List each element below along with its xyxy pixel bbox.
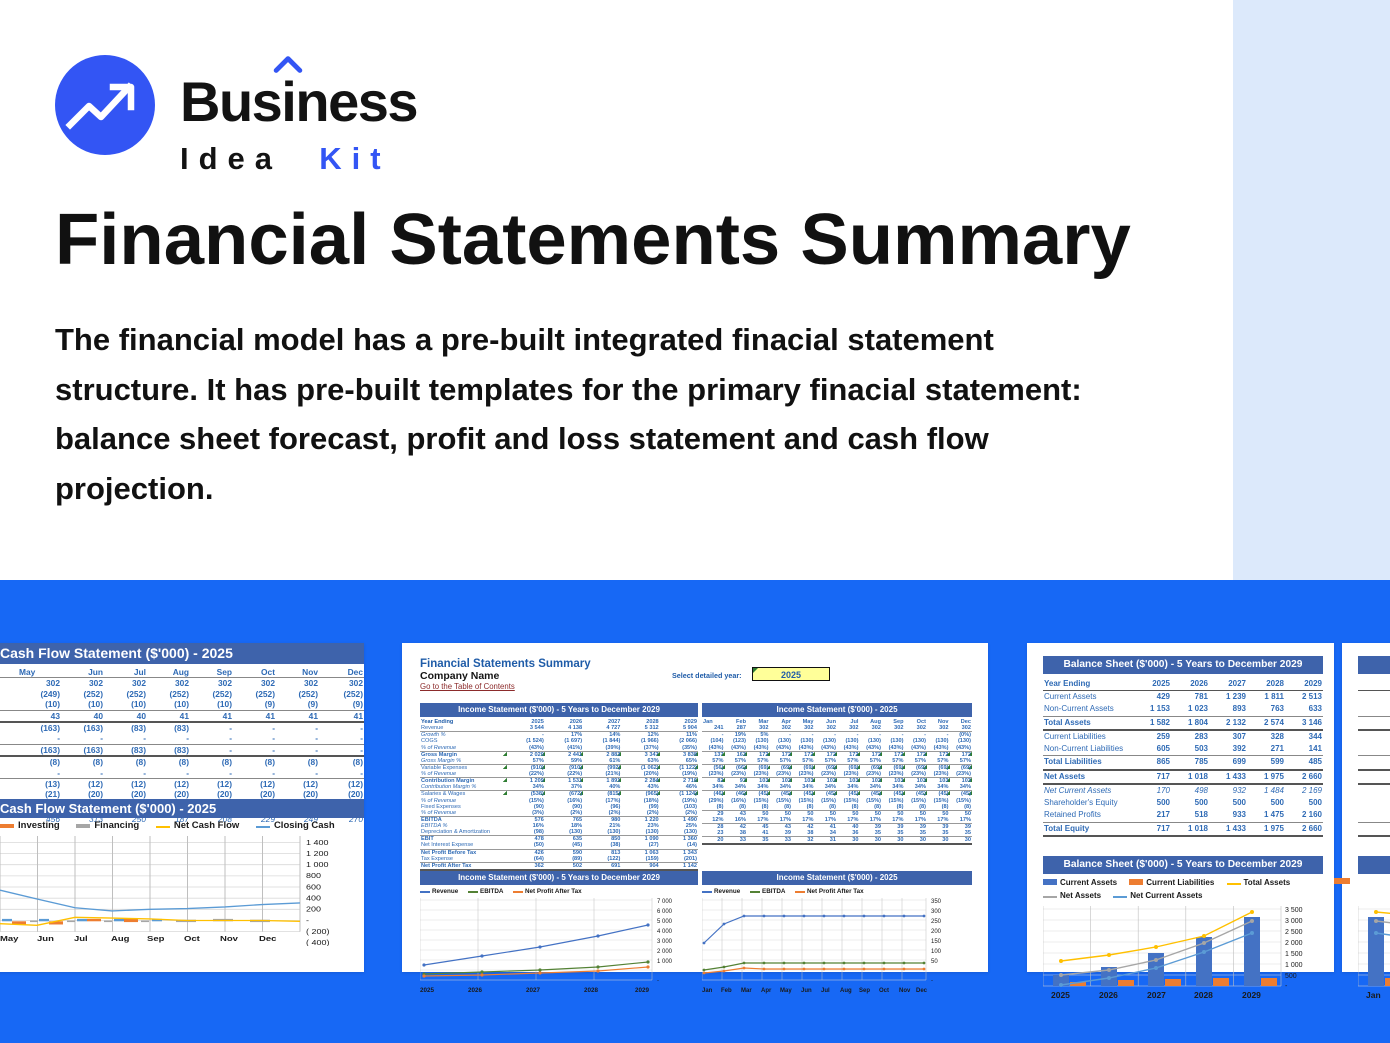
svg-text:Jan: Jan xyxy=(1366,990,1381,1000)
svg-text:Dec: Dec xyxy=(259,934,277,943)
svg-text:3 000: 3 000 xyxy=(657,939,673,945)
svg-text:1 200: 1 200 xyxy=(306,850,329,858)
svg-text:2027: 2027 xyxy=(526,987,541,994)
svg-text:Mar: Mar xyxy=(741,988,752,994)
svg-text:200: 200 xyxy=(306,906,322,914)
svg-text:300: 300 xyxy=(931,909,942,915)
svg-text:200: 200 xyxy=(931,929,942,935)
svg-text:Sep: Sep xyxy=(147,934,164,943)
svg-text:2026: 2026 xyxy=(468,987,483,994)
svg-text:Aug: Aug xyxy=(111,934,129,943)
svg-text:1 500: 1 500 xyxy=(1285,951,1303,958)
svg-text:150: 150 xyxy=(931,939,942,945)
svg-text:Sep: Sep xyxy=(859,988,870,994)
svg-text:-: - xyxy=(1285,983,1288,990)
svg-text:2029: 2029 xyxy=(1242,990,1261,1000)
svg-text:100: 100 xyxy=(931,949,942,955)
svg-text:-: - xyxy=(306,917,309,925)
svg-text:Dec: Dec xyxy=(916,988,928,994)
svg-text:Jun: Jun xyxy=(37,934,54,943)
svg-text:4 000: 4 000 xyxy=(657,929,673,935)
svg-text:800: 800 xyxy=(306,872,322,880)
svg-text:2026: 2026 xyxy=(1099,990,1118,1000)
svg-text:350: 350 xyxy=(931,899,942,905)
svg-text:1 400: 1 400 xyxy=(306,839,329,847)
svg-text:400: 400 xyxy=(306,894,322,902)
svg-text:Oct: Oct xyxy=(184,934,200,943)
svg-text:Apr: Apr xyxy=(761,988,772,994)
svg-text:6 000: 6 000 xyxy=(657,909,673,915)
svg-text:500: 500 xyxy=(1285,973,1297,980)
svg-text:May: May xyxy=(780,988,792,994)
svg-text:Feb: Feb xyxy=(721,988,732,994)
svg-text:-: - xyxy=(931,978,933,984)
svg-text:Nov: Nov xyxy=(220,934,238,943)
svg-text:2029: 2029 xyxy=(635,987,650,994)
svg-text:2027: 2027 xyxy=(1147,990,1166,1000)
svg-text:Aug: Aug xyxy=(840,988,852,994)
svg-text:( 200): ( 200) xyxy=(306,928,330,936)
svg-text:2025: 2025 xyxy=(1051,990,1070,1000)
svg-text:5 000: 5 000 xyxy=(657,919,673,925)
svg-text:2028: 2028 xyxy=(584,987,599,994)
svg-text:2025: 2025 xyxy=(420,987,435,994)
svg-text:3 000: 3 000 xyxy=(1285,918,1303,925)
svg-text:1 000: 1 000 xyxy=(306,861,329,869)
svg-text:Nov: Nov xyxy=(899,988,911,994)
svg-text:50: 50 xyxy=(931,959,938,965)
svg-text:( 400): ( 400) xyxy=(306,939,330,946)
svg-text:Jul: Jul xyxy=(74,934,88,943)
svg-text:Jul: Jul xyxy=(821,988,830,994)
svg-text:2 000: 2 000 xyxy=(657,949,673,955)
svg-text:May: May xyxy=(0,934,19,943)
svg-text:7 000: 7 000 xyxy=(657,899,673,905)
svg-text:Jan: Jan xyxy=(702,988,713,994)
svg-text:1 000: 1 000 xyxy=(1285,962,1303,969)
svg-text:Oct: Oct xyxy=(879,988,889,994)
svg-text:3 500: 3 500 xyxy=(1285,907,1303,914)
svg-text:2 000: 2 000 xyxy=(1285,940,1303,947)
svg-text:-: - xyxy=(657,978,659,984)
svg-text:250: 250 xyxy=(931,919,942,925)
svg-text:2 500: 2 500 xyxy=(1285,929,1303,936)
svg-text:2028: 2028 xyxy=(1194,990,1213,1000)
svg-text:Jun: Jun xyxy=(801,988,812,994)
svg-text:600: 600 xyxy=(306,883,322,891)
svg-text:1 000: 1 000 xyxy=(657,959,673,965)
